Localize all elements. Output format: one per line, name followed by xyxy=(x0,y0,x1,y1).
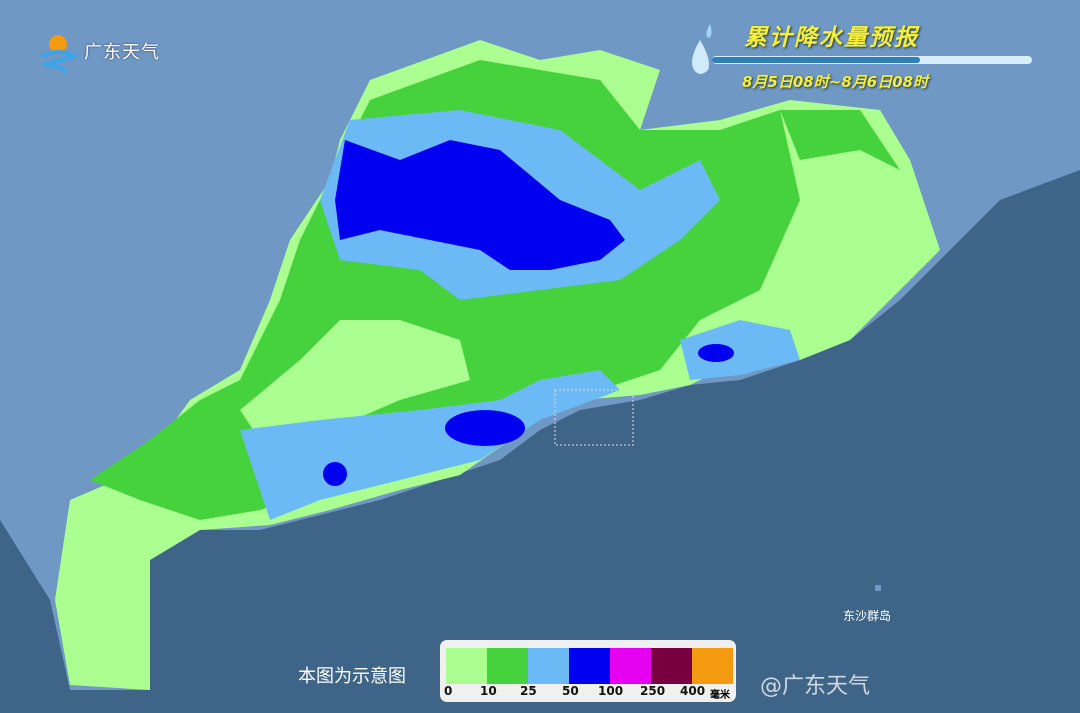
province-green-east xyxy=(780,110,900,170)
legend-label: 25 xyxy=(520,684,537,698)
legend-label: 250 xyxy=(640,684,666,698)
legend-label: 100 xyxy=(598,684,624,698)
sun-logo-icon xyxy=(41,35,79,74)
legend-swatch xyxy=(528,648,569,684)
area-light-green-mid xyxy=(240,320,470,440)
map-title: 累计降水量预报 xyxy=(744,25,919,51)
legend-swatch xyxy=(692,648,733,684)
logo: 广东天气 xyxy=(36,28,160,74)
legend-label: 50 xyxy=(562,684,579,698)
area-dark-blue-pearl xyxy=(445,410,525,446)
water-drop-icon xyxy=(692,24,712,74)
legend-unit: 毫米 xyxy=(710,690,730,701)
legend-swatch xyxy=(610,648,651,684)
legend-swatch xyxy=(651,648,692,684)
hk-boundary xyxy=(554,389,634,446)
area-dark-blue-west xyxy=(323,462,347,486)
area-dark-blue-east xyxy=(698,344,734,362)
schematic-note: 本图为示意图 xyxy=(298,666,406,687)
logo-text: 广东天气 xyxy=(84,42,160,63)
legend-label: 10 xyxy=(480,684,497,698)
legend-swatch xyxy=(446,648,487,684)
title-bar xyxy=(712,56,1032,64)
watermark: @广东天气 xyxy=(760,674,871,699)
area-dark-blue xyxy=(335,140,625,270)
legend-swatch xyxy=(569,648,610,684)
legend-label: 400 xyxy=(680,684,706,698)
title-panel: 累计降水量预报 8月5日08时~8月6日08时 xyxy=(686,14,1036,94)
legend-swatch xyxy=(487,648,528,684)
island-label: 东沙群岛 xyxy=(843,609,892,623)
legend: 0 10 25 50 100 250 400 毫米 xyxy=(440,640,736,702)
dongsha-island xyxy=(875,585,881,591)
legend-label: 0 xyxy=(444,684,453,698)
forecast-period: 8月5日08时~8月6日08时 xyxy=(742,73,929,91)
area-blue-east xyxy=(680,320,800,380)
